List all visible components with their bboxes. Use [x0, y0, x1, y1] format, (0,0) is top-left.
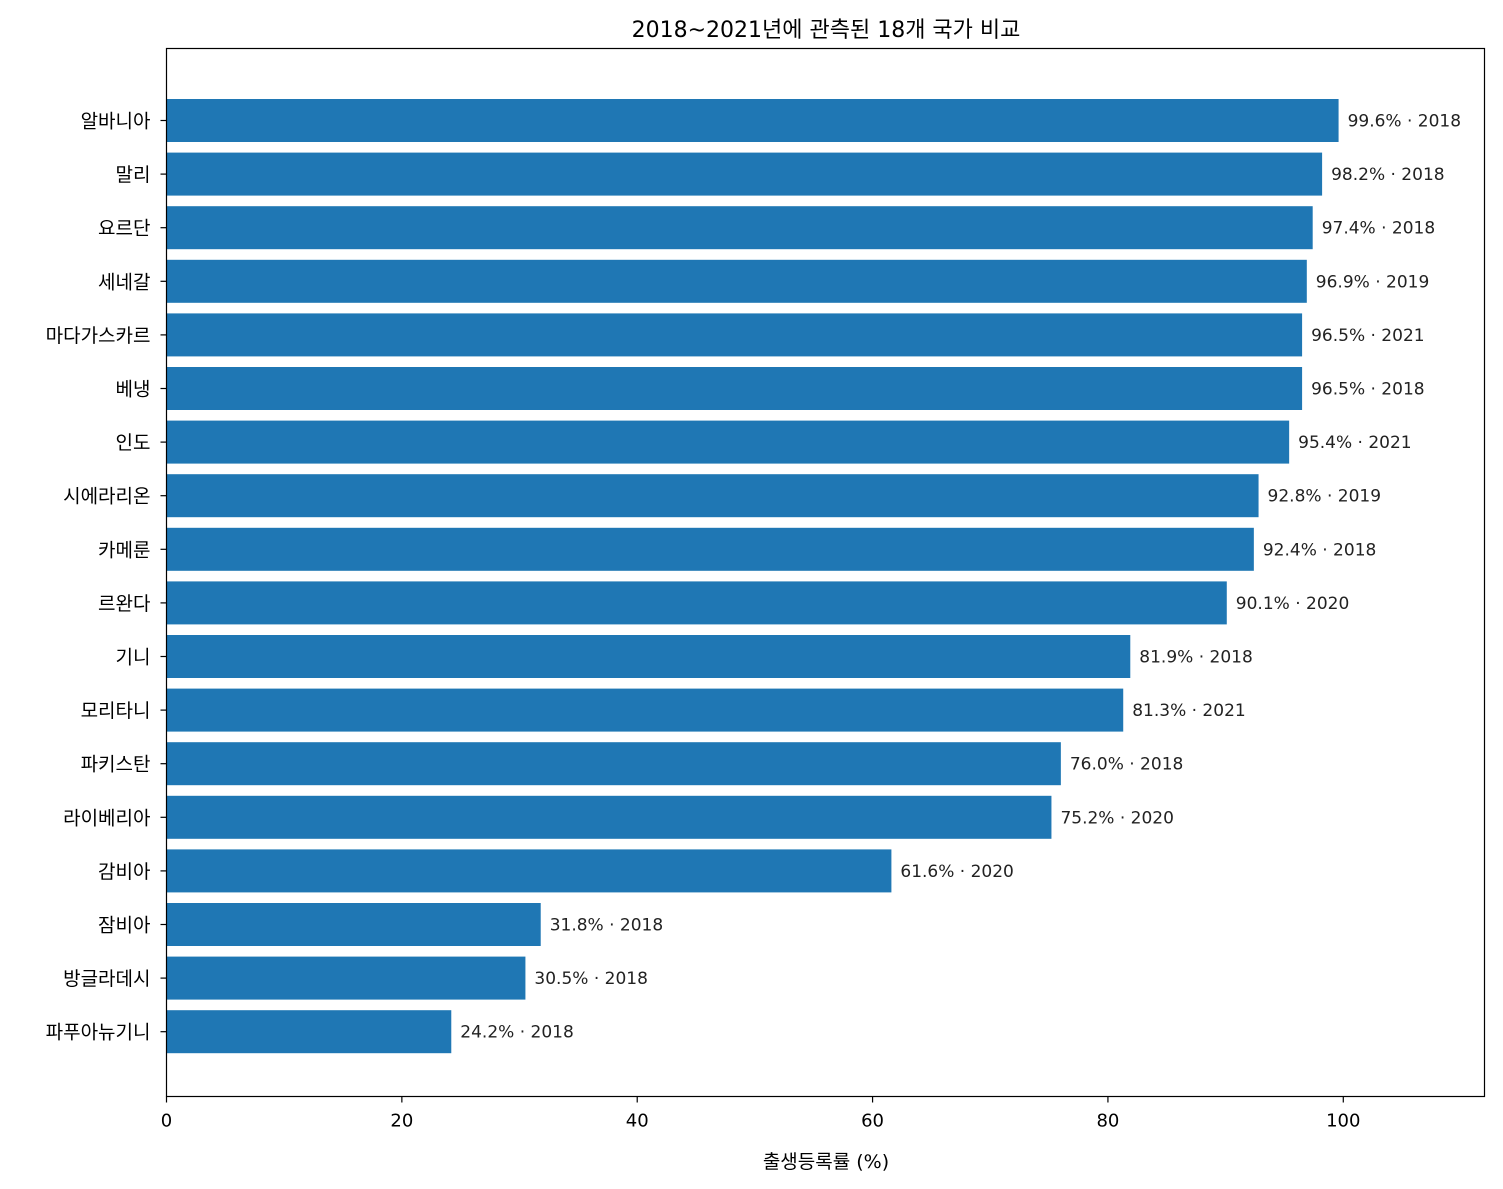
category-label: 알바니아 [81, 111, 151, 133]
category-label: 마다가스카르 [46, 325, 151, 347]
bars-group [166, 99, 1339, 1054]
category-label: 말리 [116, 164, 151, 186]
x-tick-label: 20 [390, 1111, 413, 1132]
data-label: 30.5% · 2018 [534, 969, 647, 989]
data-label: 96.9% · 2019 [1316, 272, 1429, 292]
bar [166, 903, 541, 946]
chart-title: 2018~2021년에 관측된 18개 국가 비교 [632, 18, 1021, 43]
category-label: 베냉 [116, 379, 151, 401]
bar [166, 795, 1052, 839]
bar [166, 259, 1307, 303]
data-label: 81.9% · 2018 [1139, 648, 1252, 668]
bar [166, 474, 1259, 518]
bar [166, 1010, 452, 1054]
data-label: 96.5% · 2021 [1311, 326, 1424, 346]
x-tick-label: 0 [161, 1111, 172, 1132]
data-label: 75.2% · 2020 [1060, 808, 1173, 828]
data-label: 76.0% · 2018 [1070, 755, 1183, 775]
bar [166, 152, 1323, 196]
bar [166, 313, 1303, 357]
category-label: 잠비아 [98, 915, 150, 937]
x-tick-label: 40 [626, 1111, 649, 1132]
bar [166, 206, 1313, 250]
category-label: 라이베리아 [63, 807, 150, 829]
x-tick-label: 100 [1326, 1111, 1360, 1132]
bar [166, 527, 1254, 571]
bar [166, 849, 892, 893]
bar [166, 420, 1290, 464]
bar [166, 99, 1339, 142]
category-label: 파푸아뉴기니 [46, 1022, 151, 1044]
bar [166, 635, 1131, 678]
category-label: 파키스탄 [81, 754, 151, 776]
category-label: 감비아 [98, 861, 150, 883]
data-label: 81.3% · 2021 [1132, 701, 1245, 721]
bar [166, 956, 526, 1000]
category-label: 세네갈 [98, 271, 150, 293]
category-label: 기니 [116, 647, 151, 669]
x-tick-label: 60 [861, 1111, 884, 1132]
category-label: 요르단 [98, 218, 150, 240]
data-label: 92.4% · 2018 [1263, 540, 1376, 560]
data-label: 90.1% · 2020 [1236, 594, 1349, 614]
data-label: 61.6% · 2020 [900, 862, 1013, 882]
category-label: 방글라데시 [63, 968, 150, 990]
x-tick-label: 80 [1096, 1111, 1119, 1132]
x-axis-label: 출생등록률 (%) [763, 1151, 889, 1173]
data-label: 97.4% · 2018 [1322, 219, 1435, 239]
data-label: 31.8% · 2018 [550, 916, 663, 936]
data-label: 98.2% · 2018 [1331, 165, 1444, 185]
data-labels: 99.6% · 2018 98.2% · 2018 97.4% · 2018 96.9… [460, 112, 1461, 1043]
bar [166, 688, 1124, 732]
category-label: 모리타니 [81, 700, 151, 722]
category-label: 시에라리온 [63, 486, 150, 508]
plot-frame [165, 47, 1486, 1098]
category-labels: 알바니아말리요르단세네갈마다가스카르베냉인도시에라리온카메룬르완다기니모리타니파… [46, 111, 167, 1044]
x-axis-ticks: 0 20 40 60 80 100 [161, 1096, 1360, 1132]
data-label: 24.2% · 2018 [460, 1023, 573, 1043]
data-label: 95.4% · 2021 [1298, 433, 1411, 453]
bar [166, 581, 1227, 625]
bar [166, 367, 1303, 410]
category-label: 카메룬 [98, 539, 150, 561]
category-label: 인도 [116, 432, 151, 454]
data-label: 92.8% · 2019 [1268, 487, 1381, 507]
bar [166, 742, 1061, 786]
category-label: 르완다 [98, 593, 150, 615]
data-label: 99.6% · 2018 [1348, 112, 1461, 132]
data-label: 96.5% · 2018 [1311, 380, 1424, 400]
